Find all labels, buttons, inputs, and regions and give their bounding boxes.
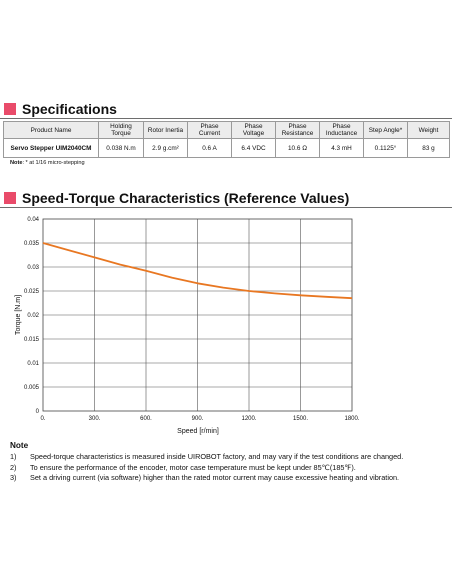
specifications-title: Specifications	[22, 101, 117, 117]
specifications-divider	[0, 118, 452, 119]
header-weight: Weight	[407, 121, 450, 139]
cell-rotor-inertia: 2.9 g.cm²	[143, 138, 188, 158]
y-tick-label: 0.015	[24, 337, 40, 343]
cell-phase-resistance: 10.6 Ω	[275, 138, 320, 158]
note-text: To ensure the performance of the encoder…	[30, 462, 356, 472]
cell-phase-voltage: 6.4 VDC	[231, 138, 276, 158]
cell-phase-inductance: 4.3 mH	[319, 138, 364, 158]
y-tick-label: 0	[36, 409, 40, 415]
specifications-note-label: Note	[10, 160, 23, 166]
chart-series	[42, 242, 353, 300]
note-number: 1)	[10, 452, 17, 461]
note-number: 2)	[10, 462, 17, 472]
section-marker	[4, 192, 16, 204]
x-tick-label: 600.	[140, 416, 152, 422]
header-phase-resistance: Phase Resistance	[275, 121, 320, 139]
y-tick-label: 0.025	[24, 289, 40, 295]
header-product-name: Product Name	[3, 121, 99, 139]
notes-section: Note 1) Speed-torque characteristics is …	[10, 441, 446, 484]
header-phase-voltage: Phase Voltage	[231, 121, 276, 139]
y-tick-label: 0.005	[24, 385, 40, 391]
x-axis-label: Speed [r/min]	[177, 428, 219, 435]
plot-frame	[42, 218, 353, 412]
x-tick-label: 900.	[192, 416, 204, 422]
y-tick-label: 0.04	[27, 217, 39, 223]
specifications-note: Note: * at 1/16 micro-stepping	[10, 160, 85, 166]
speed-torque-chart: 0. 300. 600. 900. 1200. 1500. 1800. 0 0.005 0.01 0…	[15, 217, 360, 435]
x-tick-label: 1800.	[344, 416, 359, 422]
header-phase-current: Phase Current	[187, 121, 232, 139]
header-step-angle: Step Angle*	[363, 121, 408, 139]
notes-heading: Note	[10, 441, 29, 450]
characteristics-title: Speed-Torque Characteristics (Reference …	[22, 190, 350, 206]
x-tick-label: 1200.	[241, 416, 256, 422]
characteristics-divider	[0, 207, 452, 208]
specifications-heading: Specifications	[4, 101, 117, 117]
note-text: Set a driving current (via software) hig…	[30, 473, 400, 482]
cell-phase-current: 0.6 A	[187, 138, 232, 158]
header-holding-torque: Holding Torque	[98, 121, 144, 139]
table-header-row: Product Name Holding Torque Rotor Inerti…	[3, 121, 450, 139]
y-tick-label: 0.035	[24, 241, 40, 247]
note-number: 3)	[10, 473, 17, 482]
chart-grid	[43, 219, 352, 411]
note-item: 3) Set a driving current (via software) …	[10, 473, 446, 484]
y-tick-label: 0.03	[27, 265, 39, 271]
specifications-note-text: : * at 1/16 micro-stepping	[22, 160, 85, 166]
note-item: 2) To ensure the performance of the enco…	[10, 463, 446, 474]
x-tick-label: 1500.	[293, 416, 308, 422]
table-row: Servo Stepper UIM2040CM 0.038 N.m 2.9 g.…	[3, 138, 450, 158]
y-tick-label: 0.01	[27, 361, 39, 367]
cell-holding-torque: 0.038 N.m	[98, 138, 144, 158]
section-marker	[4, 103, 16, 115]
specifications-table: Product Name Holding Torque Rotor Inerti…	[3, 121, 450, 158]
x-tick-label: 300.	[89, 416, 101, 422]
cell-product-name: Servo Stepper UIM2040CM	[3, 138, 99, 158]
y-axis-label: Torque [N.m]	[15, 295, 22, 335]
x-tick-label: 0.	[40, 416, 45, 422]
torque-curve	[42, 242, 353, 300]
cell-step-angle: 0.1125°	[363, 138, 408, 158]
header-rotor-inertia: Rotor Inertia	[143, 121, 188, 139]
characteristics-heading: Speed-Torque Characteristics (Reference …	[4, 190, 349, 206]
note-item: 1) Speed-torque characteristics is measu…	[10, 452, 446, 463]
cell-weight: 83 g	[407, 138, 450, 158]
y-tick-label: 0.02	[27, 313, 39, 319]
chart-axes: 0. 300. 600. 900. 1200. 1500. 1800. 0 0.005 0.01 0…	[24, 217, 360, 422]
header-phase-inductance: Phase Inductance	[319, 121, 364, 139]
note-text: Speed-torque characteristics is measured…	[30, 452, 404, 461]
